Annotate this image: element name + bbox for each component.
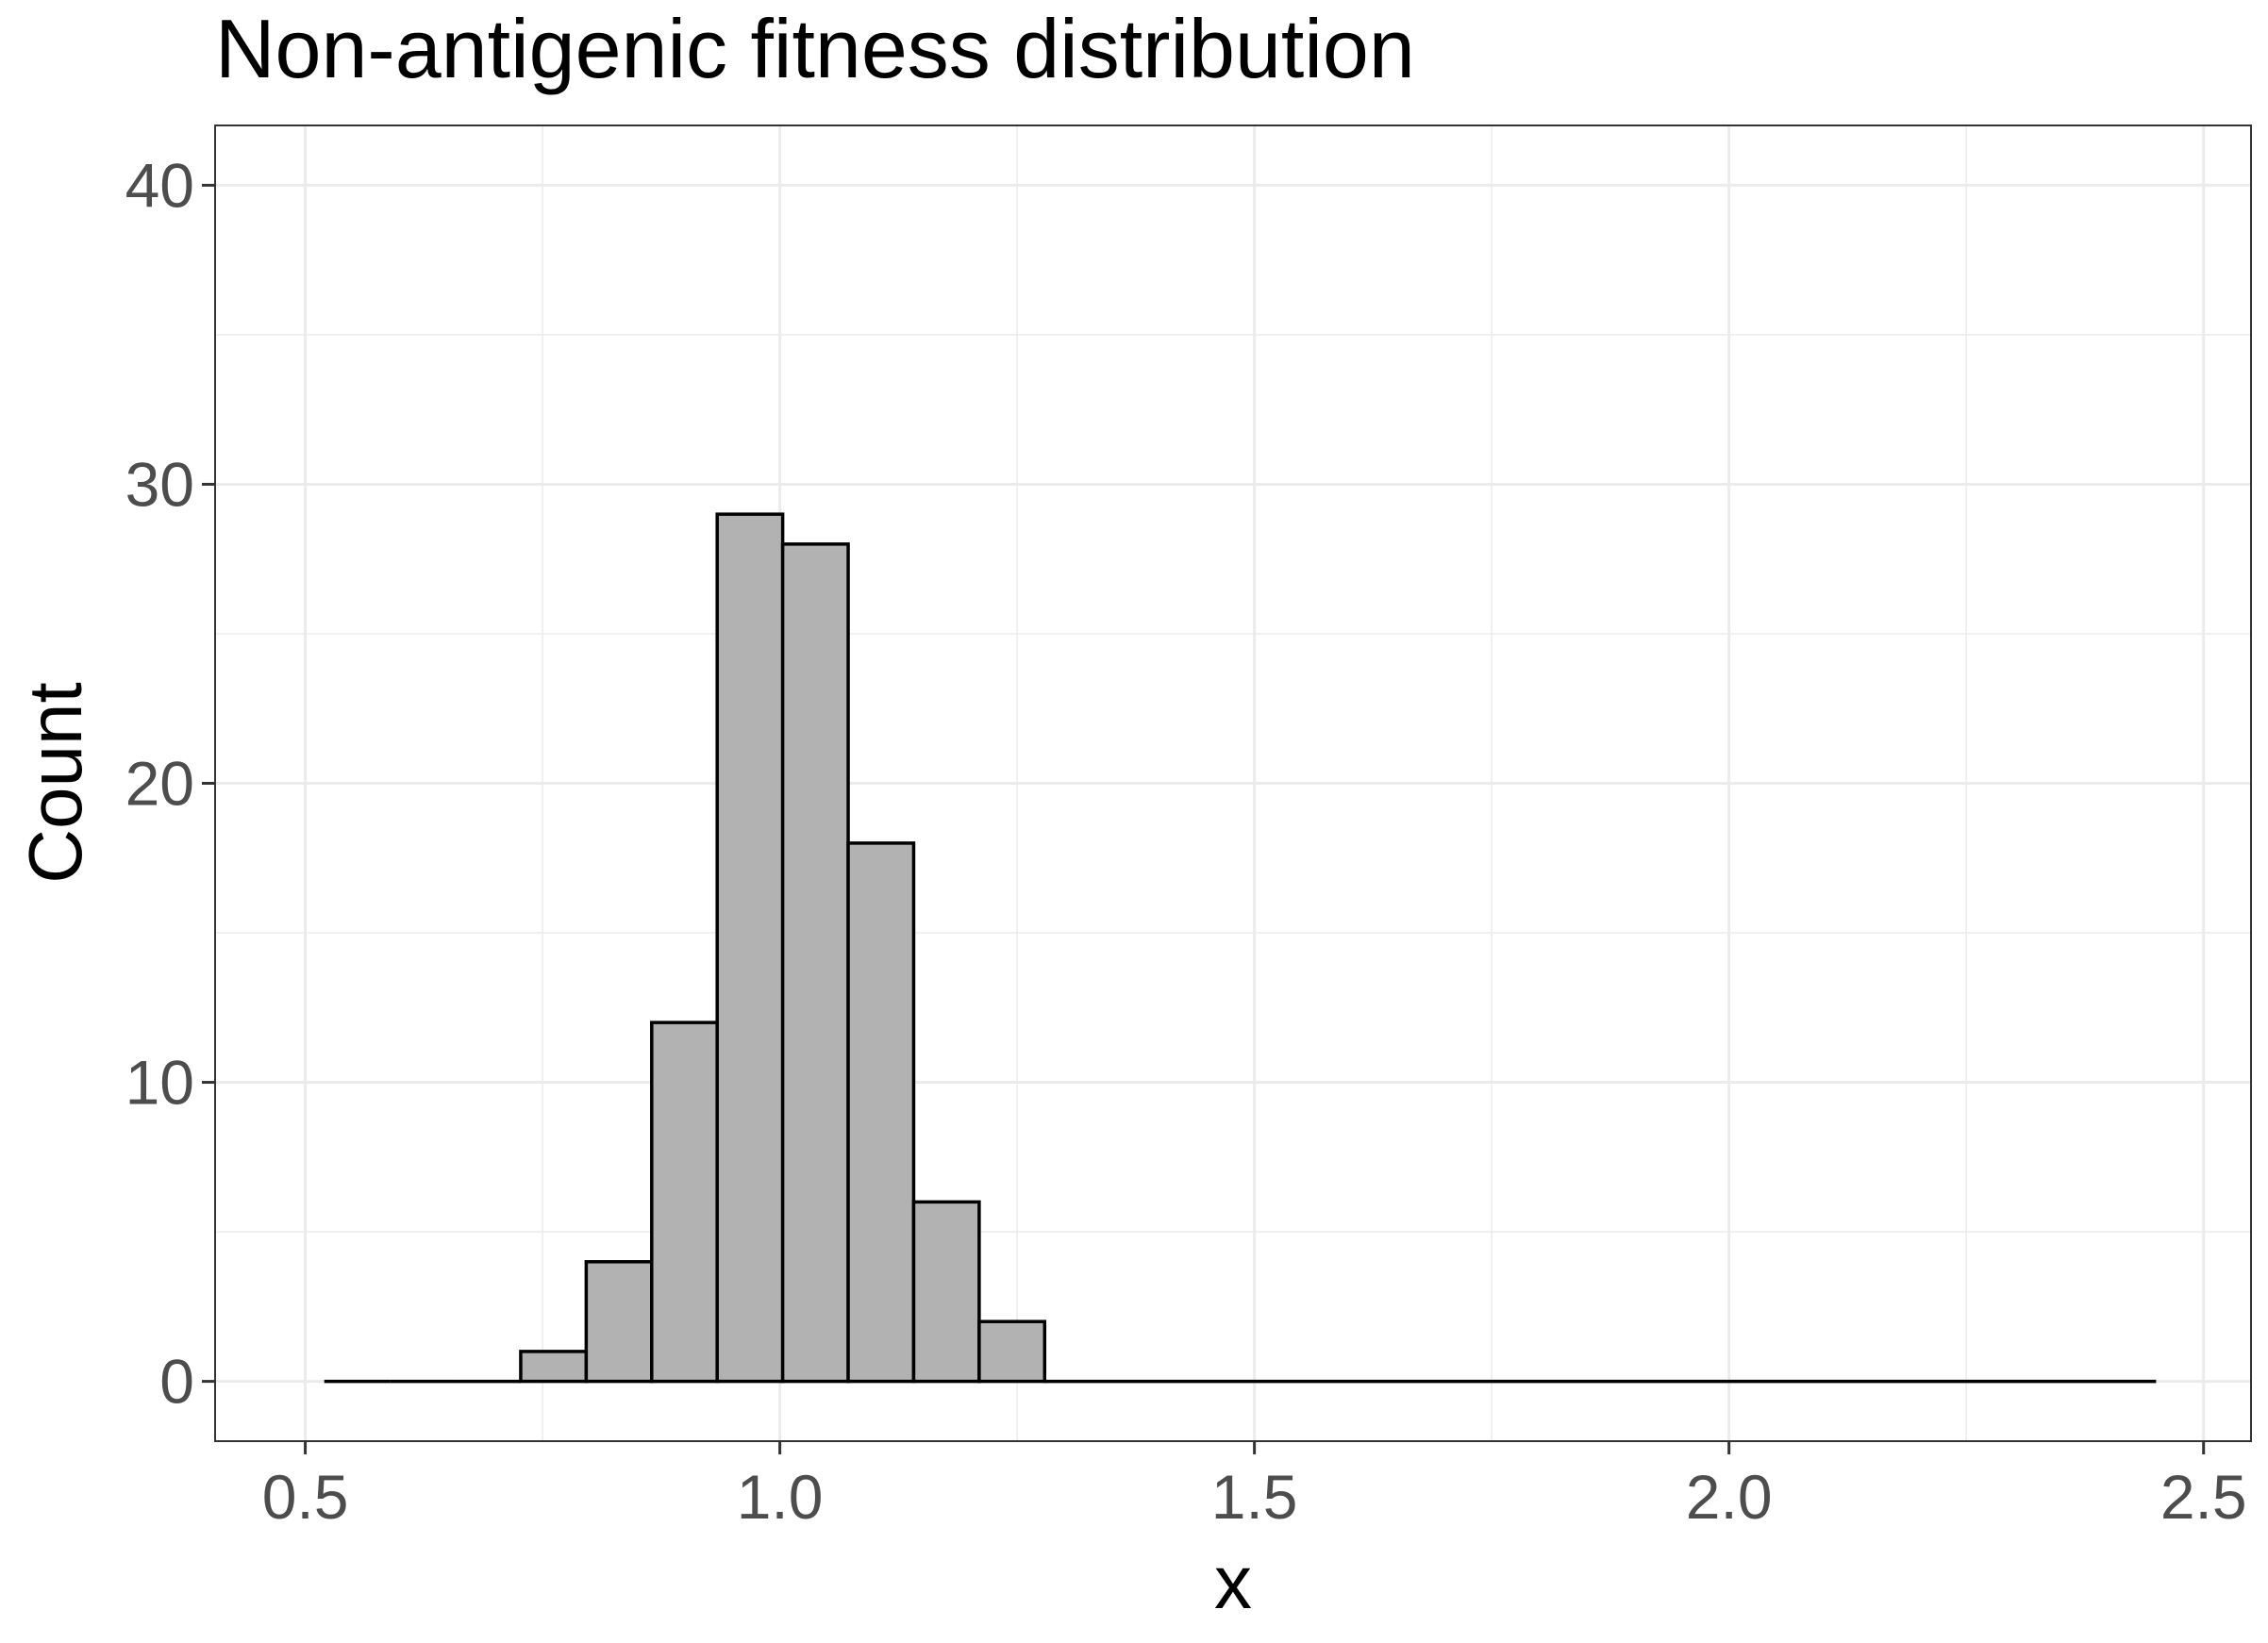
- histogram-bar: [519, 1350, 589, 1384]
- x-tick-label: 1.5: [1211, 1462, 1298, 1532]
- histogram-bar: [780, 542, 850, 1384]
- y-tick-label: 40: [125, 150, 194, 220]
- x-axis-title: x: [1214, 1540, 1252, 1624]
- x-tick-label: 2.0: [1686, 1462, 1773, 1532]
- x-tick-label: 1.0: [737, 1462, 824, 1532]
- histogram-bar: [977, 1319, 1047, 1384]
- x-tick-label: 2.5: [2160, 1462, 2247, 1532]
- y-tick-label: 10: [125, 1048, 194, 1118]
- y-tick-label: 20: [125, 749, 194, 819]
- chart-title: Non-antigenic fitness distribution: [215, 2, 1415, 95]
- histogram-bar: [846, 841, 916, 1384]
- x-tick-label: 0.5: [262, 1462, 349, 1532]
- histogram-bar: [911, 1200, 981, 1384]
- histogram-bars: [324, 512, 2157, 1384]
- histogram-bar: [650, 1021, 719, 1384]
- y-tick-label: 0: [159, 1347, 194, 1417]
- histogram-bar: [584, 1260, 654, 1384]
- y-axis-title: Count: [13, 682, 97, 883]
- histogram-bar: [715, 512, 785, 1384]
- y-tick-label: 30: [125, 449, 194, 519]
- y-axis-ticks: 0 10 20 30 40: [125, 150, 215, 1417]
- x-axis-ticks: 0.5 1.0 1.5 2.0 2.5: [262, 1441, 2247, 1532]
